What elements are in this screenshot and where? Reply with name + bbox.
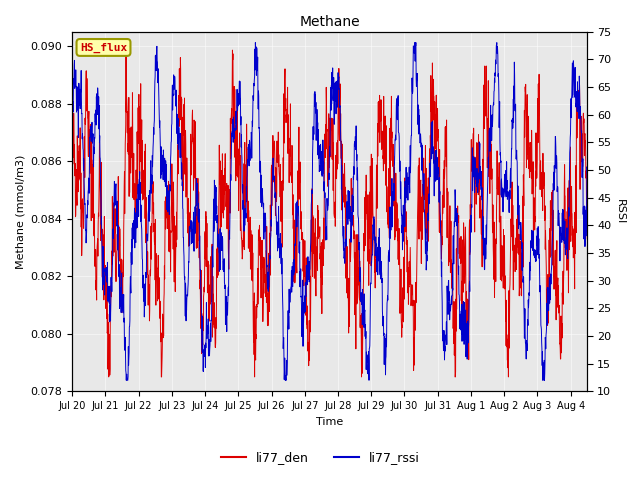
Legend: li77_den, li77_rssi: li77_den, li77_rssi: [216, 446, 424, 469]
Text: HS_flux: HS_flux: [80, 42, 127, 53]
Y-axis label: RSSI: RSSI: [615, 199, 625, 224]
Y-axis label: Methane (mmol/m3): Methane (mmol/m3): [15, 154, 25, 269]
Title: Methane: Methane: [300, 15, 360, 29]
X-axis label: Time: Time: [316, 417, 343, 427]
